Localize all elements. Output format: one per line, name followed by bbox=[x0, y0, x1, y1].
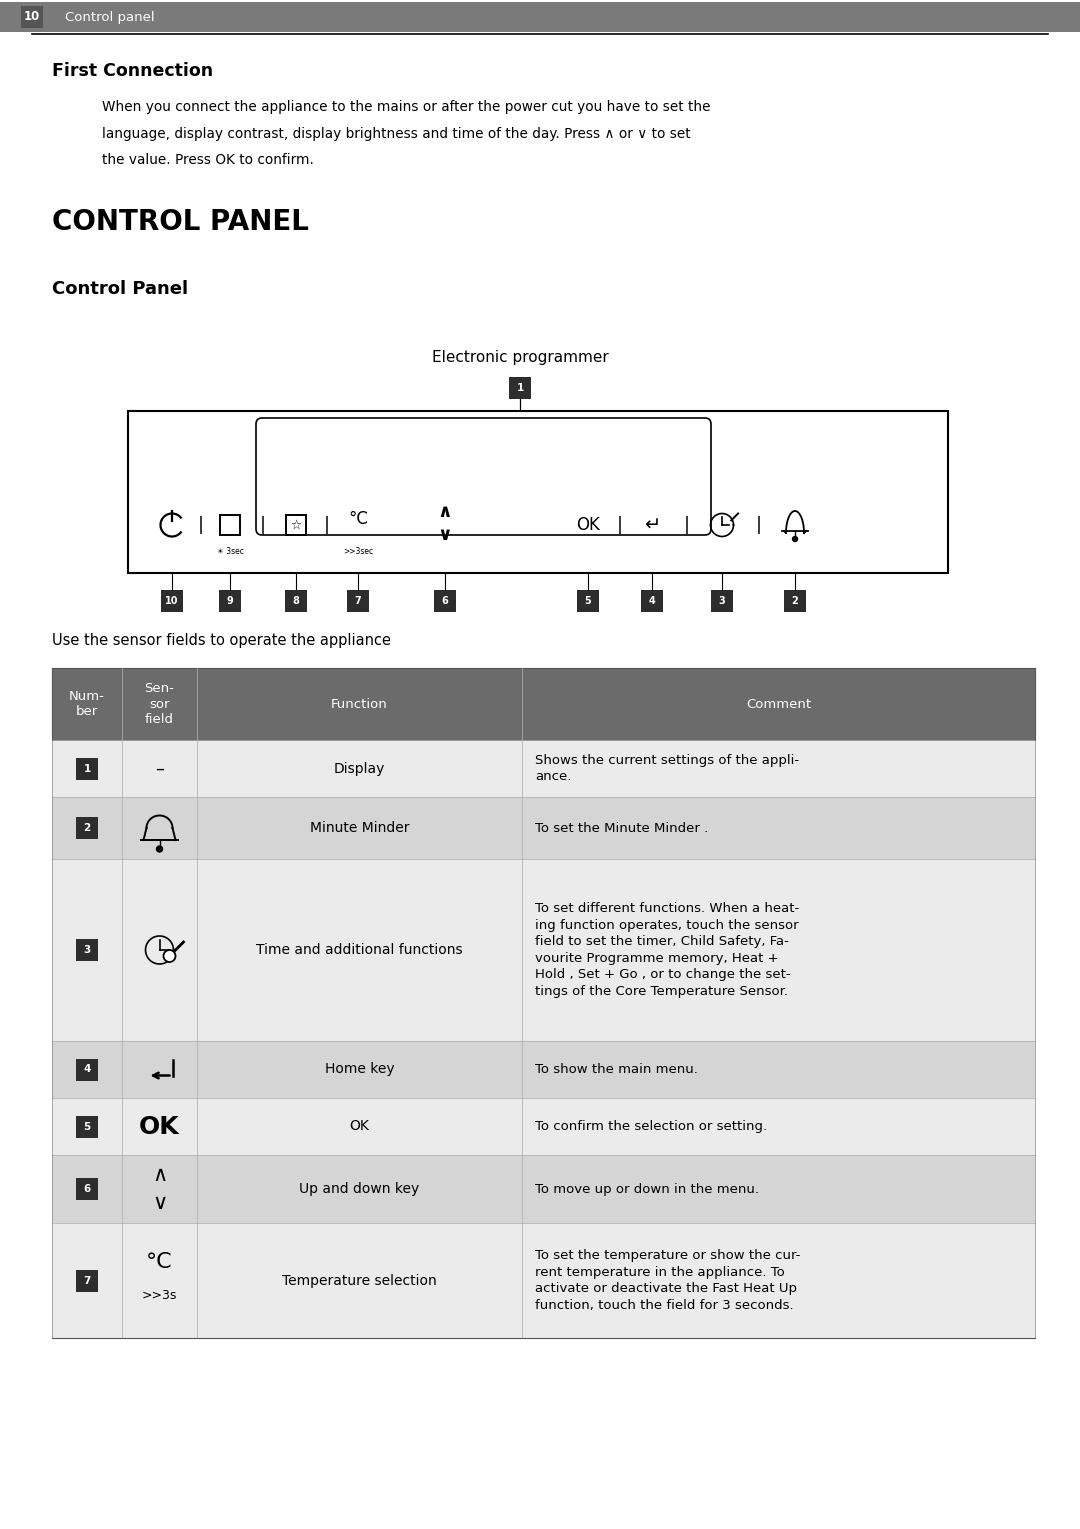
Bar bbox=[76, 1116, 98, 1138]
Text: ∨: ∨ bbox=[152, 1193, 167, 1212]
Text: 3: 3 bbox=[83, 945, 91, 956]
Text: –: – bbox=[156, 760, 164, 778]
Text: language, display contrast, display brightness and time of the day. Press ∧ or ∨: language, display contrast, display brig… bbox=[102, 127, 690, 141]
Bar bbox=[434, 590, 456, 612]
Text: |: | bbox=[198, 515, 204, 534]
Text: To set the Minute Minder .: To set the Minute Minder . bbox=[535, 821, 708, 835]
Text: Electronic programmer: Electronic programmer bbox=[432, 350, 608, 365]
Text: Sen-
sor
field: Sen- sor field bbox=[145, 682, 175, 726]
Bar bbox=[52, 1223, 1035, 1338]
Text: OK: OK bbox=[350, 1119, 369, 1133]
Bar bbox=[76, 816, 98, 839]
Text: 2: 2 bbox=[83, 823, 91, 833]
Text: 4: 4 bbox=[83, 1064, 91, 1075]
Bar bbox=[220, 515, 240, 535]
Text: °C: °C bbox=[348, 511, 368, 528]
Bar bbox=[52, 1098, 1035, 1154]
Bar bbox=[76, 1177, 98, 1200]
Text: 10: 10 bbox=[24, 11, 40, 23]
Bar bbox=[129, 411, 948, 573]
Bar bbox=[52, 797, 1035, 859]
Text: 2: 2 bbox=[792, 596, 798, 605]
Text: 7: 7 bbox=[354, 596, 362, 605]
Text: 6: 6 bbox=[442, 596, 448, 605]
Text: Display: Display bbox=[334, 761, 386, 775]
Bar bbox=[76, 939, 98, 962]
Text: Shows the current settings of the appli-
ance.: Shows the current settings of the appli-… bbox=[535, 754, 799, 783]
Text: Num-
ber: Num- ber bbox=[69, 690, 105, 719]
Circle shape bbox=[793, 537, 797, 541]
Text: 8: 8 bbox=[293, 596, 299, 605]
Text: Function: Function bbox=[332, 697, 388, 711]
Bar bbox=[21, 6, 43, 28]
FancyBboxPatch shape bbox=[256, 417, 711, 535]
Bar bbox=[784, 590, 806, 612]
Text: First Connection: First Connection bbox=[52, 63, 213, 80]
Text: 5: 5 bbox=[584, 596, 592, 605]
Text: 4: 4 bbox=[649, 596, 656, 605]
Bar bbox=[577, 590, 599, 612]
Text: the value. Press OK to confirm.: the value. Press OK to confirm. bbox=[102, 153, 314, 167]
Bar bbox=[76, 1269, 98, 1292]
Text: Control Panel: Control Panel bbox=[52, 280, 188, 298]
Text: Temperature selection: Temperature selection bbox=[282, 1274, 437, 1287]
Bar bbox=[76, 757, 98, 780]
Circle shape bbox=[157, 846, 162, 852]
Bar bbox=[509, 378, 531, 399]
Bar bbox=[285, 590, 307, 612]
Text: Control panel: Control panel bbox=[65, 11, 154, 23]
Text: To set different functions. When a heat-
ing function operates, touch the sensor: To set different functions. When a heat-… bbox=[535, 902, 799, 998]
Bar bbox=[711, 590, 733, 612]
Bar bbox=[52, 859, 1035, 1041]
Text: When you connect the appliance to the mains or after the power cut you have to s: When you connect the appliance to the ma… bbox=[102, 99, 711, 115]
Text: Minute Minder: Minute Minder bbox=[310, 821, 409, 835]
Text: Up and down key: Up and down key bbox=[299, 1182, 420, 1196]
Text: |: | bbox=[617, 515, 623, 534]
Text: 7: 7 bbox=[83, 1275, 91, 1286]
Text: ☀ 3sec: ☀ 3sec bbox=[217, 546, 243, 555]
Text: OK: OK bbox=[139, 1115, 179, 1139]
Text: |: | bbox=[260, 515, 266, 534]
Bar bbox=[52, 668, 1035, 740]
Text: 1: 1 bbox=[83, 763, 91, 774]
Text: Comment: Comment bbox=[746, 697, 811, 711]
Text: °C: °C bbox=[146, 1252, 173, 1272]
Text: To move up or down in the menu.: To move up or down in the menu. bbox=[535, 1182, 759, 1196]
Bar bbox=[52, 1154, 1035, 1223]
Bar bbox=[219, 590, 241, 612]
Bar bbox=[161, 590, 183, 612]
Text: To show the main menu.: To show the main menu. bbox=[535, 1063, 698, 1076]
Bar bbox=[642, 590, 663, 612]
Text: >>3sec: >>3sec bbox=[343, 546, 373, 555]
Text: ∧: ∧ bbox=[437, 503, 453, 521]
Text: Time and additional functions: Time and additional functions bbox=[256, 943, 463, 957]
Text: 5: 5 bbox=[83, 1121, 91, 1131]
Text: ↵: ↵ bbox=[644, 515, 660, 535]
Text: |: | bbox=[684, 515, 690, 534]
Text: 9: 9 bbox=[227, 596, 233, 605]
Text: 1: 1 bbox=[516, 382, 524, 393]
Bar bbox=[52, 1041, 1035, 1098]
Text: 10: 10 bbox=[165, 596, 179, 605]
Text: 6: 6 bbox=[83, 1183, 91, 1194]
Text: Use the sensor fields to operate the appliance: Use the sensor fields to operate the app… bbox=[52, 633, 391, 648]
Text: >>3s: >>3s bbox=[141, 1289, 177, 1303]
Bar bbox=[52, 740, 1035, 797]
Text: To confirm the selection or setting.: To confirm the selection or setting. bbox=[535, 1121, 767, 1133]
Circle shape bbox=[163, 950, 175, 962]
Text: OK: OK bbox=[576, 515, 599, 534]
Bar bbox=[0, 2, 1080, 32]
Text: |: | bbox=[324, 515, 330, 534]
Text: |: | bbox=[756, 515, 761, 534]
Bar bbox=[347, 590, 369, 612]
Text: ☆: ☆ bbox=[291, 518, 301, 532]
Text: ∨: ∨ bbox=[437, 526, 453, 544]
Text: CONTROL PANEL: CONTROL PANEL bbox=[52, 208, 309, 235]
Text: Home key: Home key bbox=[325, 1063, 394, 1076]
Text: ∧: ∧ bbox=[152, 1165, 167, 1185]
Text: To set the temperature or show the cur-
rent temperature in the appliance. To
ac: To set the temperature or show the cur- … bbox=[535, 1249, 800, 1312]
Text: 3: 3 bbox=[718, 596, 726, 605]
Bar bbox=[76, 1058, 98, 1081]
Bar bbox=[286, 515, 306, 535]
